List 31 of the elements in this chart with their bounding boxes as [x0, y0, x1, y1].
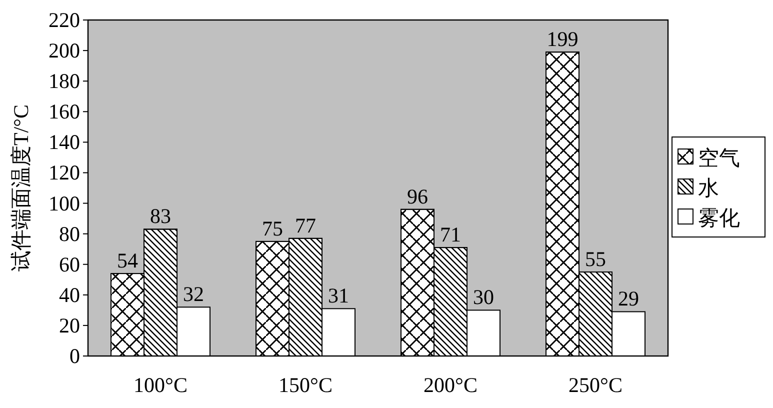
y-tick-label: 140: [48, 130, 80, 154]
x-tick-label: 200°C: [424, 373, 478, 397]
legend: 空气 水 雾化: [672, 136, 766, 238]
data-label: 199: [546, 27, 578, 52]
y-tick-label: 40: [59, 282, 80, 307]
x-tick-label: 100°C: [134, 373, 188, 397]
data-label: 55: [585, 247, 606, 271]
data-label: 31: [328, 284, 349, 308]
y-tick-label: 80: [59, 222, 80, 246]
legend-label: 雾化: [698, 206, 740, 230]
y-axis-title: 试件端面温度T/°C: [9, 104, 33, 272]
y-tick-label: 60: [59, 252, 80, 276]
y-tick-label: 20: [59, 313, 80, 338]
data-label: 54: [117, 248, 138, 273]
y-tick-label: 0: [70, 344, 80, 368]
x-tick-label: 250°C: [568, 373, 622, 397]
data-label: 77: [295, 213, 316, 238]
x-tick-label: 150°C: [278, 373, 332, 397]
data-label: 32: [183, 282, 204, 306]
data-label: 96: [407, 184, 428, 208]
y-tick-label: 160: [48, 100, 80, 124]
y-tick-label: 220: [48, 8, 80, 32]
y-tick-label: 200: [48, 38, 80, 63]
data-label: 29: [618, 286, 639, 311]
data-label: 75: [262, 216, 283, 240]
data-label: 83: [150, 204, 171, 228]
y-tick-label: 100: [48, 191, 80, 216]
y-tick-label: 180: [48, 69, 80, 94]
y-tick-label: 120: [48, 160, 80, 185]
data-label: 71: [440, 222, 461, 247]
data-label: 30: [473, 285, 494, 310]
